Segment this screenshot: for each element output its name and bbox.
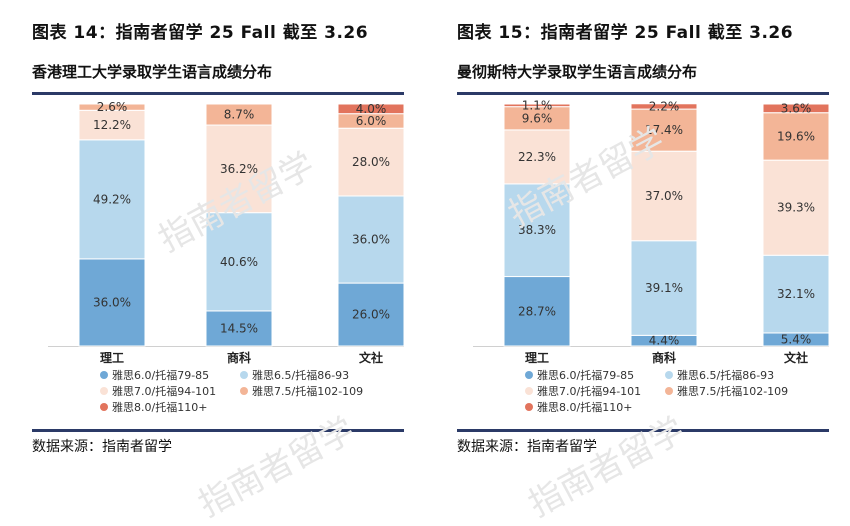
data-label: 19.6% — [777, 129, 815, 143]
bar-segment — [503, 183, 571, 278]
data-label: 39.1% — [645, 281, 683, 295]
bar-segment — [337, 195, 405, 284]
legend-marker — [100, 387, 108, 395]
data-label: 49.2% — [93, 192, 131, 206]
bar-segment — [78, 258, 146, 347]
bottom-rule — [32, 429, 404, 432]
data-label: 22.3% — [518, 150, 556, 164]
top-rule — [32, 92, 404, 95]
legend-marker — [525, 371, 533, 379]
bar-segment — [205, 124, 273, 214]
bar-segment — [78, 103, 146, 111]
data-label: 28.0% — [352, 155, 390, 169]
category-label: 文社 — [359, 350, 383, 365]
legend-marker — [665, 387, 673, 395]
data-label: 1.1% — [522, 98, 553, 112]
legend-label: 雅思6.5/托福86-93 — [252, 368, 349, 382]
chart-panel-right: 图表 15：指南者留学 25 Fall 截至 3.26 曼彻斯特大学录取学生语言… — [425, 0, 850, 486]
legend-marker — [100, 371, 108, 379]
bar-segment — [337, 127, 405, 197]
bar-segment — [205, 212, 273, 312]
legend-marker — [525, 387, 533, 395]
bar-segment — [503, 276, 571, 347]
bar-segment — [337, 103, 405, 115]
legend-label: 雅思7.0/托福94-101 — [112, 384, 216, 398]
legend-label: 雅思7.5/托福102-109 — [677, 384, 788, 398]
legend-label: 雅思7.5/托福102-109 — [252, 384, 363, 398]
bar-segment — [503, 103, 571, 108]
legend-marker — [525, 403, 533, 411]
bar-segment — [205, 103, 273, 126]
category-label: 文社 — [784, 350, 808, 365]
chart-panel-left: 图表 14：指南者留学 25 Fall 截至 3.26 香港理工大学录取学生语言… — [0, 0, 425, 486]
source-note: 数据来源：指南者留学 — [457, 439, 597, 455]
data-label: 4.4% — [649, 334, 680, 348]
bar-segment — [630, 103, 698, 110]
bar-segment — [630, 150, 698, 242]
legend-marker — [240, 371, 248, 379]
top-rule — [457, 92, 829, 95]
data-label: 28.7% — [518, 304, 556, 318]
data-label: 36.0% — [93, 295, 131, 309]
data-label: 26.0% — [352, 308, 390, 322]
legend-label: 雅思6.0/托福79-85 — [537, 368, 634, 382]
stacked-bar-chart: 36.0% 49.2% 12.2% 2.6% 理工 14.5% 40.6% 36.2% 8.7%… — [48, 100, 405, 414]
category-label: 商科 — [652, 350, 676, 365]
legend-label: 雅思8.0/托福110+ — [537, 400, 632, 414]
chart-title: 香港理工大学录取学生语言成绩分布 — [32, 63, 273, 81]
category-label: 理工 — [525, 351, 549, 365]
bar-segment — [205, 310, 273, 347]
bar-segment — [762, 254, 830, 334]
bar-segment — [503, 129, 571, 185]
data-label: 40.6% — [220, 255, 258, 269]
data-label: 9.6% — [522, 111, 553, 125]
legend-label: 雅思7.0/托福94-101 — [537, 384, 641, 398]
bar-segment — [762, 103, 830, 114]
data-label: 38.3% — [518, 223, 556, 237]
figure-title: 图表 15：指南者留学 25 Fall 截至 3.26 — [457, 23, 794, 43]
data-label: 14.5% — [220, 321, 258, 335]
data-label: 36.0% — [352, 233, 390, 247]
legend-marker — [665, 371, 673, 379]
data-label: 2.2% — [649, 99, 680, 113]
source-note: 数据来源：指南者留学 — [32, 439, 172, 455]
bar-segment — [337, 282, 405, 347]
data-label: 37.0% — [645, 189, 683, 203]
data-label: 12.2% — [93, 118, 131, 132]
legend-marker — [240, 387, 248, 395]
bar-segment — [762, 159, 830, 256]
category-label: 理工 — [100, 351, 124, 365]
legend-label: 雅思6.5/托福86-93 — [677, 368, 774, 382]
legend-label: 雅思6.0/托福79-85 — [112, 368, 209, 382]
data-label: 32.1% — [777, 287, 815, 301]
data-label: 39.3% — [777, 201, 815, 215]
legend-marker — [100, 403, 108, 411]
legend-label: 雅思8.0/托福110+ — [112, 400, 207, 414]
bar-segment — [630, 240, 698, 336]
stacked-bar-chart: 28.7% 38.3% 22.3% 9.6%1.1% 理工 4.4% 39.1% 37.0% 1… — [473, 98, 830, 414]
chart-title: 曼彻斯特大学录取学生语言成绩分布 — [457, 63, 698, 81]
data-label: 6.0% — [356, 114, 387, 128]
data-label: 36.2% — [220, 162, 258, 176]
data-label: 2.6% — [97, 100, 128, 114]
figure-title: 图表 14：指南者留学 25 Fall 截至 3.26 — [32, 23, 369, 43]
bar-segment — [630, 108, 698, 152]
category-label: 商科 — [227, 350, 251, 365]
bottom-rule — [457, 429, 829, 432]
data-label: 5.4% — [781, 332, 812, 346]
data-label: 17.4% — [645, 123, 683, 137]
data-label: 8.7% — [224, 108, 255, 122]
data-label: 4.0% — [356, 102, 387, 116]
bar-segment — [78, 139, 146, 260]
data-label: 3.6% — [781, 101, 812, 115]
